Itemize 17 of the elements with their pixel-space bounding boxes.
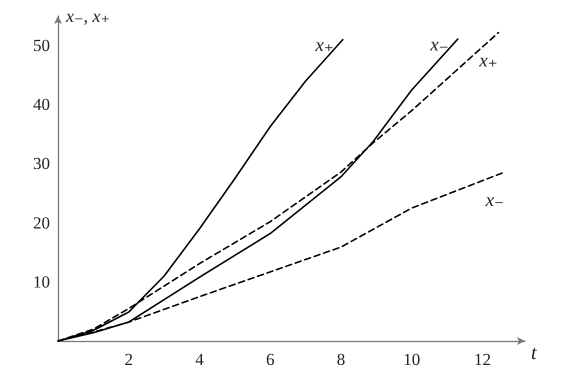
x-tick-label: 6 [266,350,275,369]
x-tick-label: 2 [124,350,134,369]
y-tick-label: 50 [33,36,50,56]
x-tick-label: 4 [195,350,204,369]
y-tick-label: 10 [33,272,50,292]
series-label: x₋ [484,190,504,211]
x-tick-label: 8 [336,350,346,369]
y-axis-title: x₋, x₊ [65,6,110,26]
series-label: x₋ [429,34,449,56]
y-tick-label: 40 [33,95,50,114]
x-tick-label: 12 [474,350,492,369]
x-axis-title: t [531,342,537,364]
y-tick-label: 30 [33,154,50,174]
y-tick-label: 20 [33,213,50,232]
series-label: x₊ [478,50,498,72]
x-tick-label: 10 [403,350,420,369]
series-label: x₊ [314,35,334,56]
